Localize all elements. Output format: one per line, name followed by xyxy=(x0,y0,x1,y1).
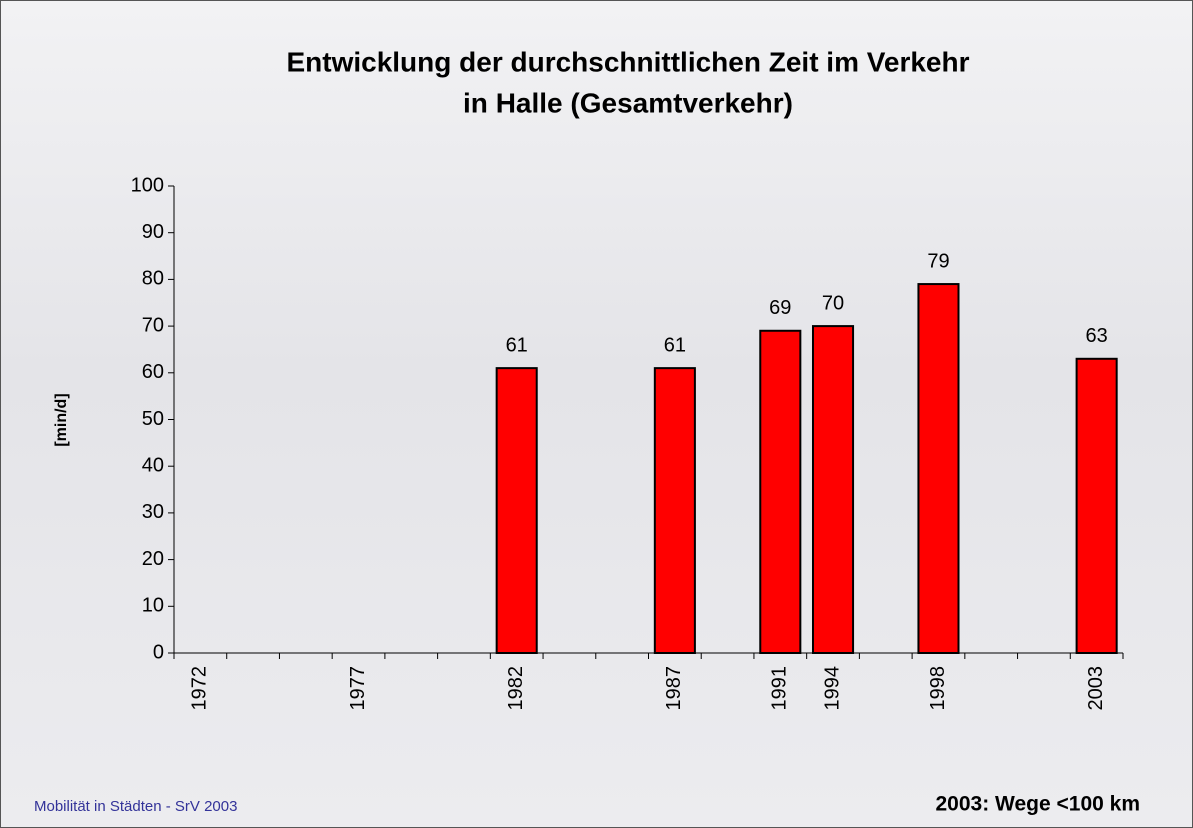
data-label: 63 xyxy=(1086,325,1108,347)
data-label: 70 xyxy=(822,292,844,314)
x-tick-label: 1987 xyxy=(663,666,685,711)
bar xyxy=(1075,357,1118,654)
x-tick-label: 1977 xyxy=(347,666,369,711)
x-tick-label: 1982 xyxy=(505,666,527,711)
data-label: 61 xyxy=(664,334,686,356)
y-tick-label: 60 xyxy=(142,361,164,383)
data-label: 79 xyxy=(927,250,949,272)
y-axis-label: [min/d] xyxy=(53,393,70,446)
y-tick-label: 90 xyxy=(142,221,164,243)
y-tick-label: 100 xyxy=(131,174,164,196)
chart-subtitle: in Halle (Gesamtverkehr) xyxy=(463,87,793,118)
x-tick-label: 2003 xyxy=(1085,666,1107,711)
data-label: 69 xyxy=(769,297,791,319)
bar xyxy=(653,367,696,654)
x-tick-label: 1994 xyxy=(821,666,843,711)
y-tick-label: 70 xyxy=(142,314,164,336)
bar xyxy=(917,283,960,654)
y-tick-label: 30 xyxy=(142,501,164,523)
bar xyxy=(811,325,855,654)
y-tick-label: 40 xyxy=(142,454,164,476)
bar xyxy=(759,329,802,654)
data-label: 61 xyxy=(506,334,528,356)
y-tick-label: 50 xyxy=(142,408,164,430)
bar xyxy=(495,367,538,654)
x-tick-label: 1998 xyxy=(927,666,949,711)
x-tick-label: 1972 xyxy=(189,666,211,711)
x-tick-label: 1991 xyxy=(769,666,791,711)
y-tick-label: 20 xyxy=(142,548,164,570)
y-tick-label: 0 xyxy=(153,641,164,663)
y-tick-label: 10 xyxy=(142,595,164,617)
note: 2003: Wege <100 km xyxy=(936,793,1141,816)
source: Mobilität in Städten - SrV 2003 xyxy=(34,798,237,815)
y-tick-label: 80 xyxy=(142,268,164,290)
chart-title: Entwicklung der durchschnittlichen Zeit … xyxy=(286,46,969,77)
